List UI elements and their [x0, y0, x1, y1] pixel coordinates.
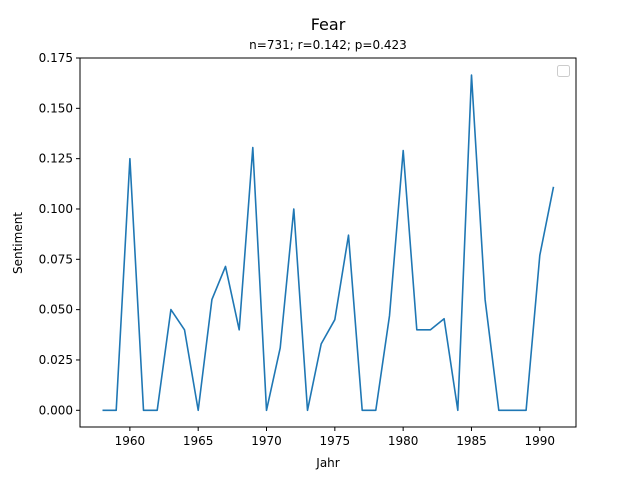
- legend-box: [557, 65, 570, 77]
- y-axis-label: Sentiment: [11, 212, 25, 274]
- plot-frame: [79, 57, 577, 428]
- y-tick-label: 0.175: [39, 51, 73, 65]
- ticks-group: 1960 1965 1970 1975 1980 1985 1990 0.000 0.025 0.…: [39, 51, 555, 448]
- y-tick-label: 0.075: [39, 252, 73, 266]
- y-tick-label: 0.050: [39, 303, 73, 317]
- chart-subtitle: n=731; r=0.142; p=0.423: [249, 38, 407, 52]
- x-tick-label: 1985: [456, 434, 487, 448]
- x-tick-label: 1965: [183, 434, 214, 448]
- y-tick-label: 0.150: [39, 101, 73, 115]
- y-tick-label: 0.000: [39, 403, 73, 417]
- series-layer: [102, 74, 555, 412]
- y-tick-label: 0.025: [39, 353, 73, 367]
- x-tick-label: 1970: [251, 434, 282, 448]
- x-tick-label: 1980: [388, 434, 419, 448]
- y-tick-label: 0.125: [39, 152, 73, 166]
- x-tick-label: 1960: [115, 434, 146, 448]
- chart-title: Fear: [311, 15, 346, 34]
- y-tick-label: 0.100: [39, 202, 73, 216]
- x-axis-label: Jahr: [315, 456, 339, 470]
- series-line-fear: [102, 74, 555, 412]
- x-tick-label: 1990: [525, 434, 556, 448]
- x-tick-label: 1975: [320, 434, 351, 448]
